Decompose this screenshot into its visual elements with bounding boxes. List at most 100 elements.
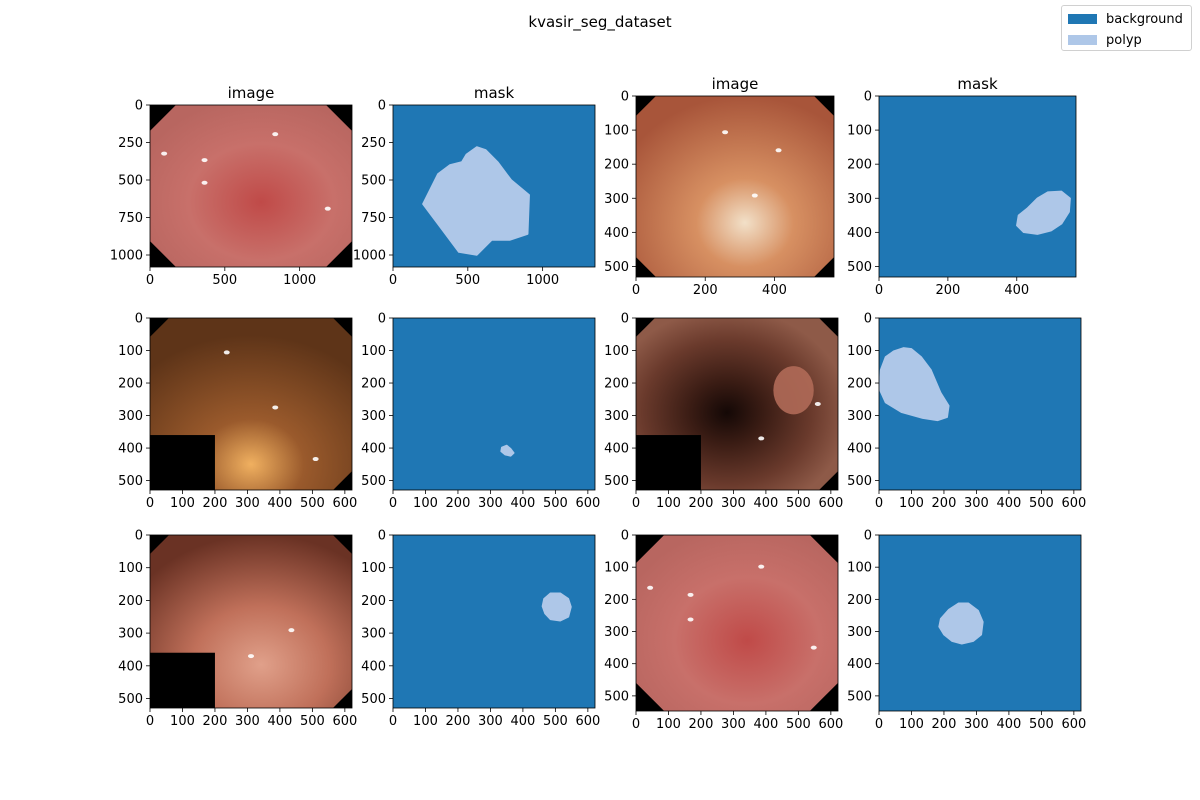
x-tick-label: 400 xyxy=(753,717,778,732)
specular-highlight xyxy=(248,654,254,659)
legend: background polyp xyxy=(1061,5,1192,51)
y-tick-label: 500 xyxy=(847,260,872,275)
y-tick-label: 0 xyxy=(864,312,872,327)
specular-highlight xyxy=(647,585,654,590)
x-tick-label: 500 xyxy=(300,714,325,729)
y-tick-label: 0 xyxy=(135,312,143,327)
overlay-box xyxy=(636,435,701,490)
y-tick-label: 0 xyxy=(378,529,386,544)
y-tick-label: 250 xyxy=(361,136,386,151)
axes-frame xyxy=(635,534,839,712)
x-tick-label: 0 xyxy=(875,717,883,732)
axes-frame xyxy=(392,104,596,268)
x-tick-label: 300 xyxy=(235,714,260,729)
subplot-title: mask xyxy=(957,75,998,93)
x-tick-label: 600 xyxy=(818,717,843,732)
y-tick-label: 300 xyxy=(604,192,629,207)
x-tick-label: 300 xyxy=(721,717,746,732)
legend-label-background: background xyxy=(1106,11,1183,27)
y-tick-label: 500 xyxy=(604,260,629,275)
axes-frame xyxy=(149,534,353,709)
x-tick-label: 400 xyxy=(996,496,1021,511)
y-tick-label: 500 xyxy=(118,474,143,489)
endoscopy-image xyxy=(636,535,838,711)
subplot-6: 0 100 200 300 400 500 600 0 100 200 300 400 500 xyxy=(361,312,600,512)
y-tick-label: 500 xyxy=(361,692,386,707)
y-tick-label: 200 xyxy=(847,158,872,173)
x-tick-label: 200 xyxy=(935,283,960,298)
specular-highlight xyxy=(223,350,230,355)
specular-highlight xyxy=(272,405,279,410)
subplot-12: 0 100 200 300 400 500 600 0 100 200 300 400 500 xyxy=(847,529,1086,733)
y-tick-label: 100 xyxy=(847,344,872,359)
axes-frame xyxy=(149,317,353,491)
x-tick-label: 200 xyxy=(203,714,228,729)
x-tick-label: 1000 xyxy=(526,273,559,288)
y-tick-label: 0 xyxy=(864,529,872,544)
x-tick-label: 600 xyxy=(1061,717,1086,732)
y-tick-label: 200 xyxy=(604,593,629,608)
axes-frame xyxy=(392,534,596,709)
y-tick-label: 500 xyxy=(604,689,629,704)
y-tick-label: 300 xyxy=(847,192,872,207)
y-tick-label: 300 xyxy=(361,409,386,424)
y-tick-label: 100 xyxy=(118,344,143,359)
x-tick-label: 600 xyxy=(818,496,843,511)
y-tick-label: 0 xyxy=(135,99,143,114)
subplot-title: image xyxy=(228,84,275,102)
x-tick-label: 400 xyxy=(1004,283,1029,298)
y-tick-label: 500 xyxy=(604,474,629,489)
axes-frame xyxy=(635,95,835,278)
y-tick-label: 300 xyxy=(847,625,872,640)
x-tick-label: 400 xyxy=(996,717,1021,732)
x-tick-label: 0 xyxy=(389,714,397,729)
y-tick-label: 500 xyxy=(118,692,143,707)
y-tick-label: 250 xyxy=(118,136,143,151)
x-tick-label: 100 xyxy=(656,717,681,732)
axes-frame xyxy=(392,317,596,491)
subplot-11: 0 100 200 300 400 500 600 0 100 200 300 400 500 xyxy=(604,529,843,733)
subplot-3: 0 200 400 0 100 200 300 400 500 image xyxy=(604,75,835,298)
x-tick-label: 200 xyxy=(446,714,471,729)
y-tick-label: 100 xyxy=(604,344,629,359)
legend-swatch-polyp xyxy=(1068,35,1097,45)
y-tick-label: 400 xyxy=(361,442,386,457)
x-tick-label: 200 xyxy=(203,496,228,511)
specular-highlight xyxy=(810,645,817,650)
x-tick-label: 200 xyxy=(932,717,957,732)
y-tick-label: 200 xyxy=(847,377,872,392)
polyp-region xyxy=(541,592,572,622)
y-tick-label: 300 xyxy=(361,627,386,642)
y-tick-label: 0 xyxy=(621,529,629,544)
x-tick-label: 400 xyxy=(753,496,778,511)
y-tick-label: 200 xyxy=(604,377,629,392)
y-tick-label: 0 xyxy=(864,90,872,105)
y-tick-label: 400 xyxy=(604,442,629,457)
x-tick-label: 600 xyxy=(332,496,357,511)
polyp-region xyxy=(422,146,530,256)
y-tick-label: 0 xyxy=(135,529,143,544)
x-tick-label: 0 xyxy=(146,714,154,729)
x-tick-label: 200 xyxy=(689,717,714,732)
x-tick-label: 200 xyxy=(693,283,718,298)
axes-frame xyxy=(878,95,1077,278)
y-tick-label: 400 xyxy=(847,657,872,672)
x-tick-label: 100 xyxy=(170,714,195,729)
specular-highlight xyxy=(775,148,782,153)
x-tick-label: 0 xyxy=(632,283,640,298)
y-tick-label: 0 xyxy=(621,312,629,327)
y-tick-label: 200 xyxy=(604,158,629,173)
y-tick-label: 400 xyxy=(847,226,872,241)
specular-highlight xyxy=(312,457,319,462)
x-tick-label: 0 xyxy=(389,273,397,288)
axes-frame xyxy=(878,534,1082,712)
y-tick-label: 1000 xyxy=(353,249,386,264)
x-tick-label: 200 xyxy=(689,496,714,511)
x-tick-label: 200 xyxy=(446,496,471,511)
y-tick-label: 400 xyxy=(361,659,386,674)
x-tick-label: 300 xyxy=(721,496,746,511)
x-tick-label: 0 xyxy=(146,496,154,511)
x-tick-label: 600 xyxy=(575,496,600,511)
